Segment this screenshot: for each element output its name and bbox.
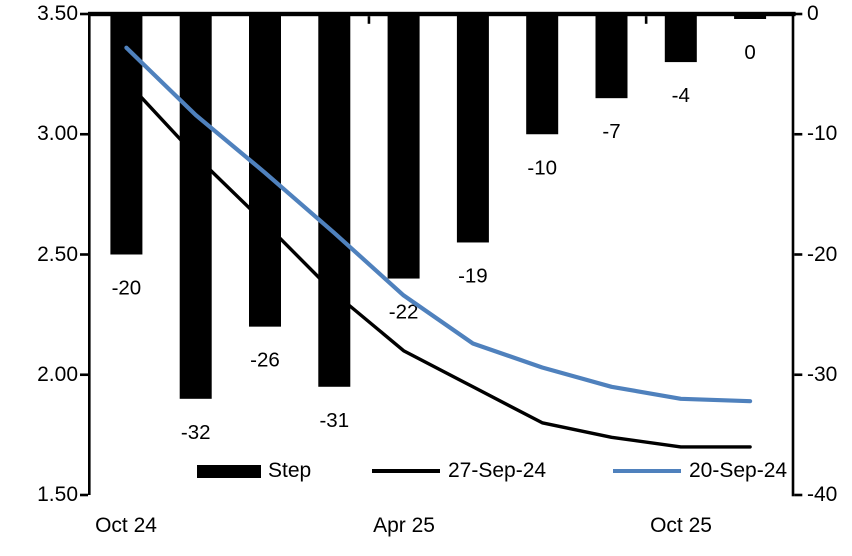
left-axis-tick: [80, 12, 88, 16]
x-axis-label-apr25: Apr 25: [373, 514, 435, 537]
left-axis-line: [88, 12, 91, 495]
left-axis-tick-label: 2.50: [37, 242, 78, 266]
bar-step: [526, 14, 559, 135]
right-axis-tick: [794, 253, 803, 256]
right-axis-tick-label: 0: [807, 2, 819, 25]
left-axis-tick-label: 2.00: [37, 362, 78, 386]
legend-label-step: Step: [268, 459, 312, 482]
right-axis-tick: [794, 12, 803, 16]
bar-step: [664, 14, 697, 63]
bar-data-label: -10: [527, 156, 557, 179]
x-axis-label-oct24: Oct 24: [95, 514, 157, 537]
bar-data-label: 0: [744, 41, 755, 64]
legend-item-27-sep-24: 27-Sep-24: [372, 457, 546, 485]
right-axis-line: [791, 12, 795, 497]
left-axis-tick: [80, 373, 88, 377]
bar-data-label: -26: [250, 349, 280, 372]
legend-line-swatch-27-sep: [372, 469, 440, 473]
legend-item-step: Step: [197, 457, 311, 485]
bar-data-label: -31: [319, 409, 349, 432]
right-axis-tick-label: -20: [807, 242, 838, 266]
bar-data-label: -4: [672, 84, 690, 107]
bar-data-label: -20: [112, 277, 142, 300]
right-axis-tick: [794, 493, 803, 497]
bar-data-label: -19: [458, 264, 488, 287]
line-20-sep-24: [124, 45, 753, 404]
secondary-zero-axis-line: [88, 11, 796, 17]
category-axis-tick: [367, 16, 371, 24]
legend-item-20-sep-24: 20-Sep-24: [613, 457, 787, 485]
right-axis-tick: [794, 373, 803, 377]
bar-step: [318, 14, 351, 387]
right-axis-tick-label: -40: [807, 483, 838, 506]
legend-label-20-sep: 20-Sep-24: [689, 459, 788, 482]
legend-label-27-sep: 27-Sep-24: [448, 459, 547, 482]
bar-step: [110, 14, 143, 255]
bar-step: [179, 14, 212, 399]
bar-step: [387, 14, 420, 279]
left-axis-tick: [80, 253, 88, 256]
bar-data-label: -22: [389, 301, 419, 324]
category-axis-tick: [644, 16, 648, 24]
bar-step: [456, 14, 489, 243]
left-axis-tick: [80, 132, 88, 136]
right-axis-tick: [794, 132, 803, 136]
bar-data-label: -7: [602, 120, 620, 143]
left-axis-tick-label: 1.50: [37, 483, 78, 506]
bar-step: [595, 14, 628, 99]
line-27-sep-24: [124, 79, 752, 449]
x-axis-label-oct25: Oct 25: [650, 514, 712, 537]
bar-data-label: -32: [181, 421, 211, 444]
left-axis-tick-label: 3.00: [37, 122, 78, 146]
right-axis-tick-label: -30: [807, 362, 838, 386]
legend-line-swatch-20-sep: [613, 468, 681, 474]
right-axis-tick-label: -10: [807, 122, 838, 146]
left-axis-tick: [80, 493, 88, 497]
legend-bar-swatch: [197, 464, 261, 478]
bar-step: [734, 14, 767, 19]
left-axis-tick-label: 3.50: [37, 2, 78, 25]
